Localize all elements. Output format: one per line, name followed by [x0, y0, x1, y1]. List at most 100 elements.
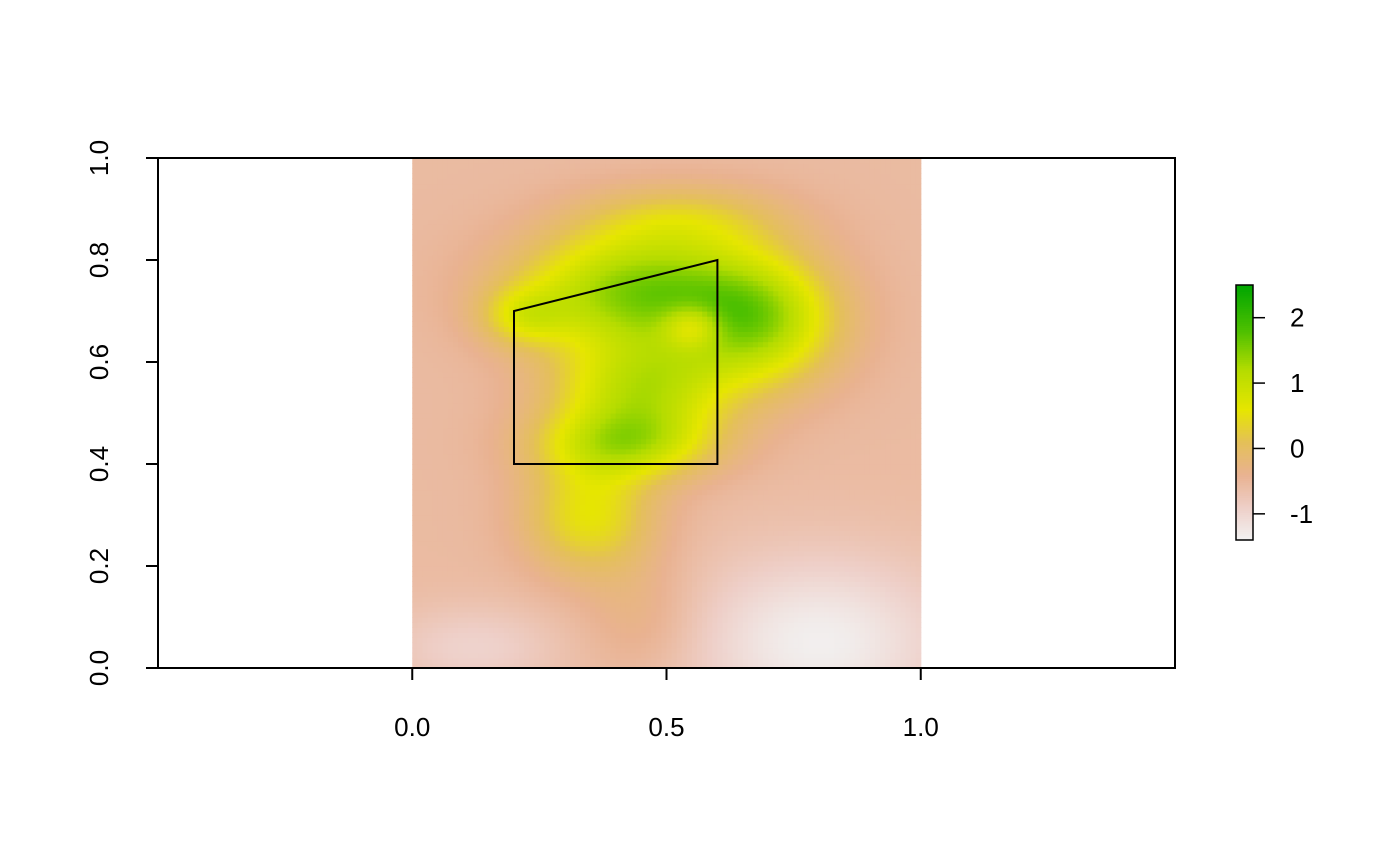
heatmap-cell	[478, 203, 485, 210]
heatmap-cell	[534, 464, 540, 470]
heatmap-cell	[473, 418, 479, 424]
heatmap-cell	[580, 601, 586, 608]
heatmap-cell	[503, 509, 510, 516]
heatmap-cell	[595, 515, 601, 521]
heatmap-cell	[661, 178, 668, 185]
heatmap-cell	[508, 382, 515, 389]
heatmap-cell	[422, 163, 429, 169]
heatmap-cell	[493, 509, 500, 516]
heatmap-cell	[447, 300, 454, 307]
heatmap-cell	[529, 244, 535, 251]
heatmap-cell	[600, 484, 607, 491]
heatmap-cell	[437, 458, 444, 465]
heatmap-cell	[646, 300, 652, 307]
heatmap-cell	[442, 657, 449, 664]
heatmap-cell	[605, 158, 612, 164]
heatmap-cell	[580, 173, 586, 179]
heatmap-cell	[590, 413, 596, 419]
heatmap-cell	[478, 249, 485, 256]
heatmap-cell	[452, 300, 459, 307]
heatmap-cell	[513, 474, 520, 480]
heatmap-cell	[625, 336, 632, 343]
heatmap-cell	[595, 280, 601, 287]
heatmap-cell	[473, 545, 479, 552]
heatmap-cell	[574, 234, 581, 241]
heatmap-cell	[503, 341, 510, 348]
heatmap-cell	[447, 438, 454, 445]
heatmap-cell	[473, 469, 479, 475]
heatmap-cell	[473, 637, 479, 644]
heatmap-cell	[519, 321, 525, 327]
heatmap-cell	[458, 321, 464, 327]
heatmap-cell	[427, 265, 434, 271]
heatmap-cell	[585, 372, 591, 378]
heatmap-cell	[635, 224, 642, 230]
heatmap-cell	[656, 311, 663, 317]
heatmap-cell	[534, 622, 540, 628]
heatmap-cell	[529, 300, 535, 307]
heatmap-cell	[458, 341, 464, 348]
heatmap-cell	[447, 606, 454, 613]
heatmap-cell	[600, 275, 607, 281]
heatmap-cell	[620, 244, 627, 251]
heatmap-cell	[625, 479, 632, 485]
heatmap-cell	[437, 367, 444, 373]
heatmap-cell	[600, 560, 607, 567]
heatmap-cell	[488, 438, 495, 445]
heatmap-cell	[646, 280, 652, 287]
heatmap-cell	[549, 504, 556, 511]
heatmap-cell	[473, 387, 479, 394]
heatmap-cell	[468, 178, 474, 185]
heatmap-cell	[513, 550, 520, 557]
heatmap-cell	[641, 326, 647, 332]
heatmap-cell	[605, 163, 612, 169]
heatmap-cell	[432, 168, 439, 174]
heatmap-cell	[549, 326, 556, 332]
heatmap-cell	[432, 326, 439, 332]
heatmap-cell	[463, 356, 469, 363]
heatmap-cell	[468, 183, 474, 190]
heatmap-cell	[483, 326, 490, 332]
heatmap-cell	[524, 311, 530, 317]
heatmap-cell	[513, 285, 520, 292]
heatmap-cell	[554, 331, 561, 338]
heatmap-cell	[458, 244, 464, 251]
heatmap-cell	[574, 642, 581, 649]
heatmap-cell	[508, 377, 515, 383]
heatmap-cell	[580, 285, 586, 292]
heatmap-cell	[635, 464, 642, 470]
heatmap-cell	[620, 367, 627, 373]
heatmap-cell	[483, 321, 490, 327]
heatmap-cell	[590, 489, 596, 496]
heatmap-cell	[620, 586, 627, 593]
heatmap-cell	[493, 418, 500, 424]
heatmap-cell	[452, 326, 459, 332]
heatmap-cell	[635, 214, 642, 220]
heatmap-cell	[656, 402, 663, 409]
heatmap-cell	[432, 336, 439, 343]
heatmap-cell	[529, 637, 535, 644]
heatmap-cell	[427, 438, 434, 445]
heatmap-cell	[412, 652, 418, 659]
heatmap-cell	[585, 336, 591, 343]
heatmap-cell	[483, 254, 490, 261]
heatmap-cell	[488, 606, 495, 613]
heatmap-cell	[412, 346, 418, 353]
heatmap-cell	[569, 244, 576, 251]
heatmap-cell	[600, 413, 607, 419]
heatmap-cell	[646, 617, 652, 623]
heatmap-cell	[483, 550, 490, 557]
heatmap-cell	[661, 244, 668, 251]
heatmap-cell	[590, 300, 596, 307]
heatmap-cell	[661, 346, 668, 353]
heatmap-cell	[559, 418, 566, 424]
heatmap-cell	[625, 627, 632, 633]
heatmap-cell	[442, 581, 449, 587]
heatmap-cell	[651, 576, 657, 582]
heatmap-cell	[610, 362, 617, 368]
heatmap-cell	[498, 392, 505, 399]
heatmap-cell	[615, 290, 622, 297]
heatmap-cell	[519, 188, 525, 195]
heatmap-cell	[458, 203, 464, 210]
heatmap-cell	[437, 586, 444, 593]
